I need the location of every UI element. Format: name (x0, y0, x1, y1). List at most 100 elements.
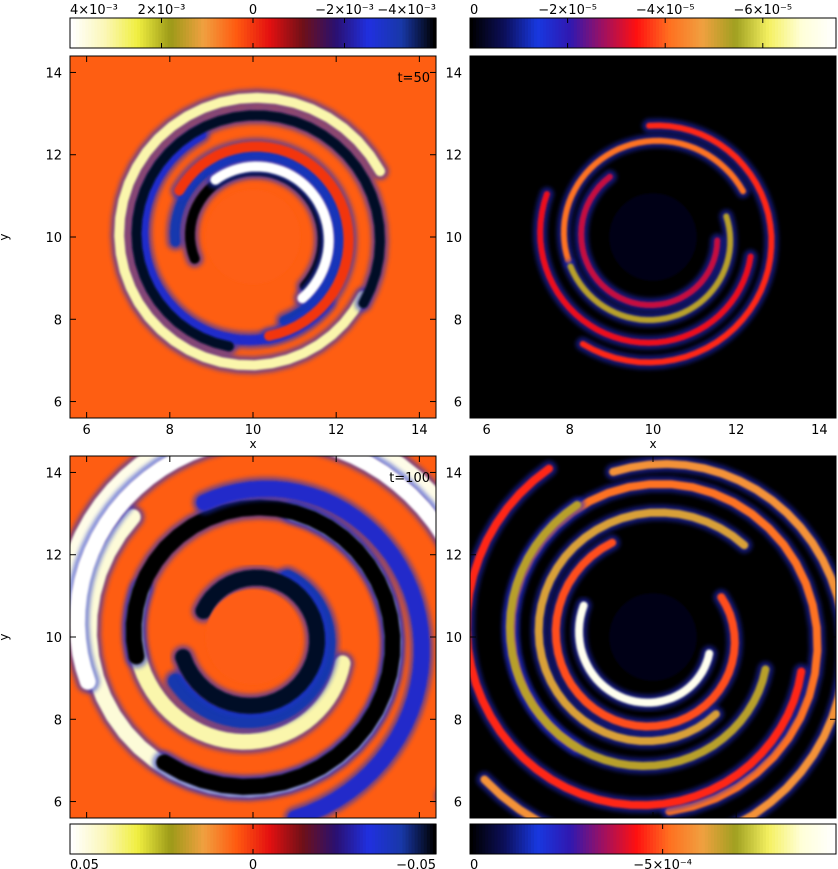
colorbar-cell (94, 824, 99, 854)
colorbar-cell (540, 18, 544, 48)
colorbar-cell (826, 824, 831, 854)
colorbar-cell (91, 824, 95, 854)
colorbar-cell (488, 824, 492, 854)
colorbar-cell (613, 824, 617, 854)
colorbar-cell (292, 824, 297, 854)
colorbar-cell (399, 18, 404, 48)
colorbar-cell (396, 824, 400, 854)
colorbar-cell (225, 18, 230, 48)
colorbar-cell (173, 18, 178, 48)
colorbar-cell (829, 824, 834, 854)
colorbar-cell (631, 824, 636, 854)
y-tick-label: 6 (54, 396, 62, 411)
colorbar-cell (121, 18, 126, 48)
colorbar-cell (274, 18, 278, 48)
panel-bottom-left: 6 8 10 12 14 y t=100 0.05 0 −0.05 (0, 455, 437, 869)
colorbar-cell (768, 18, 773, 48)
colorbar-cell (231, 824, 236, 854)
colorbar-cell (198, 18, 202, 48)
colorbar-cell (243, 18, 248, 48)
colorbar-cell (79, 824, 83, 854)
colorbar-cell (637, 824, 642, 854)
colorbar-cell (347, 18, 352, 48)
colorbar-cell (118, 824, 123, 854)
colorbar-cell (677, 18, 682, 48)
swirl-arm (125, 499, 401, 795)
colorbar-cell (814, 824, 819, 854)
colorbar-cell (268, 824, 272, 854)
colorbar-cell (802, 18, 807, 48)
colorbar-cell (207, 824, 211, 854)
colorbar-cell (228, 18, 233, 48)
colorbar-cell (338, 18, 343, 48)
colorbar-cell (375, 18, 379, 48)
swirl-arm (174, 141, 354, 341)
colorbar-cell (387, 18, 391, 48)
colorbar-cell (649, 18, 654, 48)
colorbar-cell (604, 18, 608, 48)
colorbar-cell (704, 18, 709, 48)
colorbar-cell (310, 824, 315, 854)
colorbar-cell (301, 824, 306, 854)
colorbar-cell (280, 18, 285, 48)
colorbar-tick-label: −5×10⁻⁴ (633, 858, 692, 869)
colorbar-cell (494, 824, 499, 854)
colorbar-cell (570, 824, 575, 854)
colorbar-cell (717, 18, 721, 48)
colorbar-cell (610, 824, 614, 854)
colorbar-cell (286, 18, 291, 48)
colorbar-cell (222, 18, 227, 48)
colorbar-cell (124, 18, 129, 48)
colorbar-cell (170, 824, 175, 854)
colorbar-cell (143, 824, 147, 854)
colorbar-cell (479, 824, 483, 854)
colorbar-cell (832, 824, 837, 854)
colorbar-cell (558, 18, 563, 48)
colorbar-cell (207, 18, 211, 48)
colorbar-cell (152, 18, 156, 48)
colorbar-cell (832, 18, 837, 48)
colorbar-cell (237, 824, 242, 854)
colorbar-cell (503, 824, 508, 854)
colorbar-cell (323, 824, 327, 854)
colorbar: 0 −2×10⁻⁵ −4×10⁻⁵ −6×10⁻⁵ (469, 3, 837, 49)
colorbar-cell (417, 18, 422, 48)
colorbar-cell (698, 824, 703, 854)
colorbar-cell (234, 18, 239, 48)
colorbar-cell (97, 824, 102, 854)
colorbar-cell (274, 824, 278, 854)
y-tick-label: 12 (445, 549, 462, 564)
panel-top-right: 6 8 10 12 14 6 8 10 12 14 x t=50 0 −2×10⁻⁵ −4×10⁻⁵ −6×1… (445, 3, 837, 451)
colorbar-cell (592, 18, 596, 48)
colorbar-cell (381, 18, 385, 48)
swirl-arm (114, 92, 386, 371)
colorbar-cell (732, 824, 736, 854)
colorbar-cell (170, 18, 175, 48)
y-tick-label: 8 (54, 313, 62, 328)
colorbar-cell (326, 824, 330, 854)
colorbar-cell (362, 18, 367, 48)
colorbar-cell (228, 824, 233, 854)
colorbar-cell (494, 18, 499, 48)
swirl-arm (567, 213, 734, 323)
colorbar-cell (249, 824, 254, 854)
swirl-arm (574, 601, 714, 707)
x-tick-label: 10 (245, 423, 262, 438)
colorbar-cell (741, 18, 746, 48)
colorbar-tick-label: 0 (470, 858, 478, 869)
colorbar-cell (310, 18, 315, 48)
colorbar-cell (414, 824, 419, 854)
y-tick-label: 12 (45, 549, 62, 564)
colorbar-cell (515, 824, 520, 854)
colorbar-cell (304, 824, 309, 854)
colorbar-cell (259, 824, 263, 854)
colorbar-cell (582, 824, 587, 854)
colorbar-tick-label: 0 (470, 3, 478, 18)
x-tick-label: 14 (411, 423, 428, 438)
colorbar-cell (289, 18, 294, 48)
colorbar-cell (277, 18, 282, 48)
colorbar-cell (552, 824, 556, 854)
colorbar-cell (790, 18, 794, 48)
colorbar-tick-label: −0.05 (396, 858, 436, 869)
swirl-arm (560, 137, 746, 264)
